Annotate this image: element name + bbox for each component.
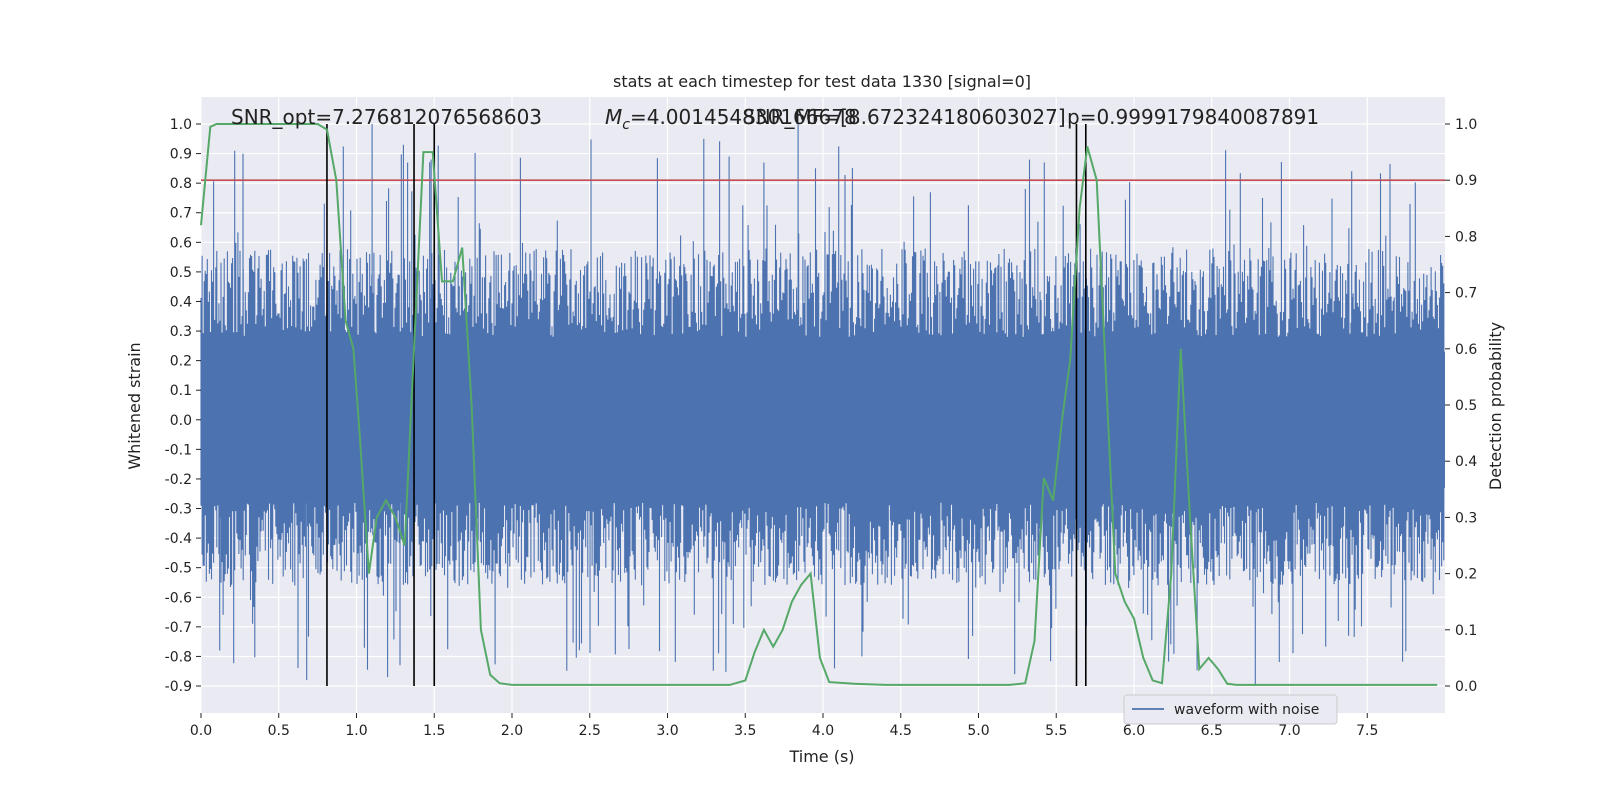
x-tick-label: 5.0: [967, 723, 989, 739]
probability-series: [200, 123, 1438, 686]
y-left-tick-label: -0.1: [165, 442, 192, 458]
y-left-tick-label: -0.9: [165, 679, 192, 695]
x-tick-label: 4.5: [890, 723, 912, 739]
y-left-tick-label: 0.4: [170, 294, 192, 310]
x-tick-label: 3.0: [656, 723, 678, 739]
y-left-tick-label: 0.6: [170, 235, 192, 251]
x-tick-label: 2.5: [579, 723, 601, 739]
y-left-tick-label: 0.9: [170, 147, 192, 163]
y-left-tick-label: -0.8: [165, 649, 192, 665]
y-left-tick-label: -0.5: [165, 561, 192, 577]
annotation-mc-value: =4.001454830166678: [630, 105, 857, 129]
y-left-tick-label: -0.3: [165, 502, 192, 518]
event-markers: [326, 124, 1087, 686]
chart-title: stats at each timestep for test data 133…: [613, 72, 1031, 91]
y-axis-right-label: Detection probability: [1486, 322, 1505, 490]
y-axis-left-label: Whitened strain: [125, 342, 144, 469]
y-left-tick-label: -0.6: [165, 590, 192, 606]
probability-line: [200, 123, 1438, 686]
y-right-tick-label: 0.0: [1455, 679, 1477, 695]
y-left-tick-label: -0.7: [165, 620, 192, 636]
x-tick-label: 2.0: [501, 723, 523, 739]
annotation-snr-opt: SNR_opt=7.276812076568603: [231, 105, 542, 129]
x-axis-label: Time (s): [788, 747, 854, 766]
x-tick-label: 3.5: [734, 723, 756, 739]
x-tick-label: 5.5: [1045, 723, 1067, 739]
y-left-tick-label: 0.3: [170, 324, 192, 340]
y-right-tick-label: 0.2: [1455, 567, 1477, 583]
y-right-tick-label: 0.7: [1455, 286, 1477, 302]
y-right-tick-label: 0.6: [1455, 342, 1477, 358]
y-left-tick-label: 0.0: [170, 413, 192, 429]
y-left-tick-label: -0.2: [165, 472, 192, 488]
annotation-mc-symbol: M: [605, 105, 622, 129]
legend-box: [1123, 694, 1338, 725]
annotation-mc: Mc=4.001454830166678: [605, 105, 857, 133]
y-left-tick-label: -0.4: [165, 531, 192, 547]
y-right-tick-label: 0.9: [1455, 173, 1477, 189]
annotation-snr-mf: SNR_MF=[8.672324180603027]: [743, 105, 1066, 129]
y-right-tick-label: 0.5: [1455, 398, 1477, 414]
y-left-tick-label: 0.2: [170, 354, 192, 370]
y-right-tick-label: 0.8: [1455, 229, 1477, 245]
y-right-tick-label: 0.4: [1455, 454, 1477, 470]
x-tick-label: 6.0: [1123, 723, 1145, 739]
x-tick-label: 0.5: [268, 723, 290, 739]
annotation-mc-subscript: c: [622, 117, 630, 133]
y-right-tick-label: 0.1: [1455, 623, 1477, 639]
x-tick-label: 4.0: [812, 723, 834, 739]
y-right-tick-label: 1.0: [1455, 117, 1477, 133]
x-tick-label: 1.5: [423, 723, 445, 739]
y-left-tick-label: 0.1: [170, 383, 192, 399]
y-left-tick-label: 1.0: [170, 117, 192, 133]
legend: waveform with noise: [1123, 694, 1338, 725]
axes: 0.0 0.5 1.0 1.5 2.0 2.5 3.0 3.5 4.0 4.5 5.0 5.5 6.0 6…: [165, 117, 1478, 739]
y-right-tick-label: 0.3: [1455, 510, 1477, 526]
y-left-tick-label: 0.5: [170, 265, 192, 281]
x-tick-label: 7.0: [1278, 723, 1300, 739]
annotation-p: p=0.9999179840087891: [1067, 105, 1319, 129]
legend-label-waveform: waveform with noise: [1174, 702, 1319, 718]
x-tick-label: 6.5: [1201, 723, 1223, 739]
x-tick-label: 1.0: [345, 723, 367, 739]
x-tick-label: 7.5: [1356, 723, 1378, 739]
y-left-tick-label: 0.7: [170, 206, 192, 222]
x-tick-label: 0.0: [190, 723, 212, 739]
y-left-tick-label: 0.8: [170, 176, 192, 192]
